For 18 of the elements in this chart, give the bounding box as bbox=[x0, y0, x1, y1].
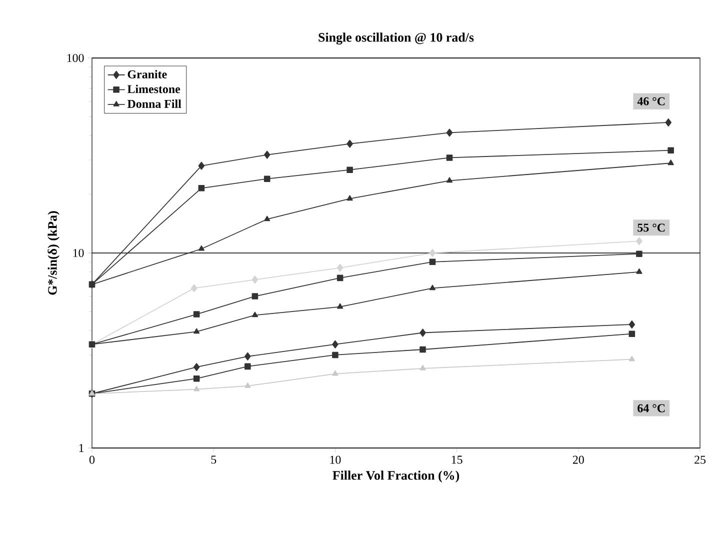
y-tick-label: 100 bbox=[67, 54, 84, 62]
chart-title: Single oscillation @ 10 rad/s bbox=[318, 32, 474, 44]
legend-label: Granite bbox=[128, 70, 167, 78]
x-tick-label: 25 bbox=[694, 456, 706, 464]
y-axis-title: G*/sin(δ) (kPa) bbox=[48, 211, 60, 295]
annotation: 55 °C bbox=[638, 224, 665, 232]
x-axis-title: Filler Vol Fraction (%) bbox=[332, 470, 460, 482]
x-tick-label: 5 bbox=[211, 456, 216, 464]
legend-label: Limestone bbox=[127, 84, 180, 94]
x-tick-label: 10 bbox=[330, 456, 341, 464]
annotation: 64 °C bbox=[638, 404, 665, 412]
y-tick-label: 10 bbox=[73, 248, 84, 258]
x-tick-label: 0 bbox=[89, 456, 95, 464]
x-tick-label: 15 bbox=[452, 456, 462, 464]
x-tick-label: 20 bbox=[572, 456, 584, 464]
y-tick-label: 1 bbox=[79, 444, 84, 452]
legend-label: Donna Fill bbox=[127, 100, 182, 108]
annotation: 46 °C bbox=[637, 97, 665, 106]
